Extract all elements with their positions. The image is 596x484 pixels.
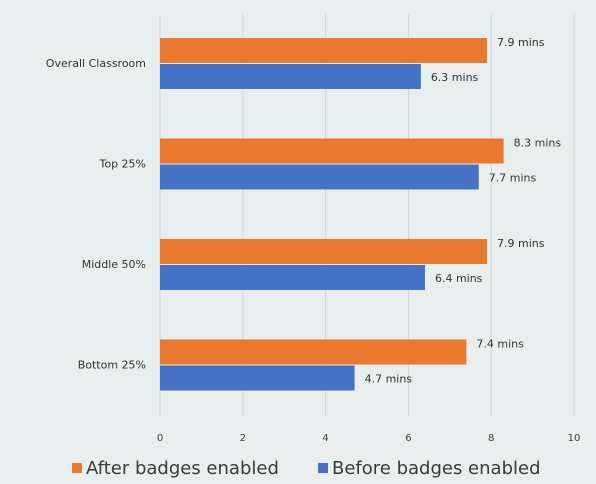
legend-swatch-after [72, 463, 82, 473]
x-tick-label: 8 [488, 433, 494, 444]
legend-swatch-before [318, 463, 328, 473]
bar-before [160, 265, 425, 290]
data-label: 8.3 mins [514, 137, 562, 150]
bars [160, 38, 504, 391]
data-label: 6.4 mins [435, 272, 483, 285]
category-label: Middle 50% [82, 258, 146, 271]
category-label: Bottom 25% [78, 359, 146, 372]
bar-after [160, 339, 467, 365]
data-label: 7.9 mins [497, 36, 545, 49]
category-label: Overall Classroom [46, 57, 146, 70]
data-label: 6.3 mins [431, 71, 479, 84]
category-label: Top 25% [98, 158, 146, 171]
bar-after [160, 239, 488, 264]
data-label: 7.7 mins [489, 172, 537, 185]
x-tick-label: 2 [240, 433, 246, 444]
bar-after [160, 38, 488, 63]
data-label: 7.4 mins [476, 338, 524, 351]
data-label: 7.9 mins [497, 237, 545, 250]
legend: After badges enabled Before badges enable… [72, 458, 541, 479]
bar-before [160, 64, 421, 89]
data-labels: 7.9 mins 6.3 mins 8.3 mins 7.7 mins 7.9 mins… [365, 36, 562, 386]
x-tick-label: 10 [568, 433, 581, 444]
category-labels: Overall Classroom Top 25% Middle 50% Bottom… [46, 57, 146, 372]
legend-label: Before badges enabled [332, 458, 541, 479]
bar-after [160, 138, 504, 164]
x-tick-label: 0 [157, 433, 163, 444]
x-tick-label: 4 [322, 433, 328, 444]
bar-before [160, 365, 355, 391]
legend-label: After badges enabled [86, 458, 279, 479]
x-tick-label: 6 [405, 433, 411, 444]
data-label: 4.7 mins [365, 373, 413, 386]
x-axis-ticks: 0 2 4 6 8 10 [157, 433, 581, 444]
bar-before [160, 164, 479, 190]
